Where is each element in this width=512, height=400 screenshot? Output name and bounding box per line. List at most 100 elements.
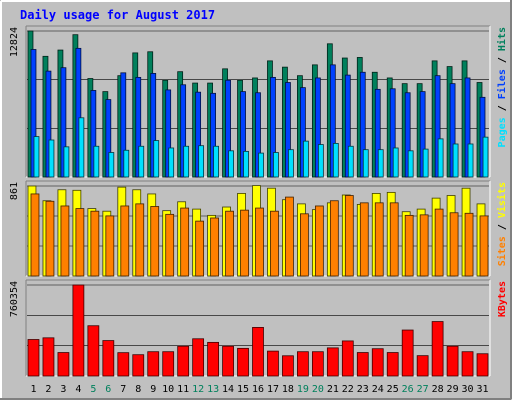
bar-pages-day-2 bbox=[48, 139, 55, 178]
bar-pages-day-21 bbox=[332, 143, 339, 178]
x-tick-label: 6 bbox=[105, 384, 111, 395]
bar-sites-day-23 bbox=[359, 202, 369, 277]
bar-sites-day-5 bbox=[90, 210, 100, 277]
bar-sites-day-7 bbox=[120, 205, 130, 277]
x-tick-label: 5 bbox=[90, 384, 96, 395]
bar-sites-day-15 bbox=[240, 209, 249, 277]
x-tick-label: 18 bbox=[282, 384, 294, 395]
bar-kbytes-day-28 bbox=[431, 321, 444, 377]
x-tick-label: 17 bbox=[267, 384, 279, 395]
bar-kbytes-day-19 bbox=[297, 351, 309, 377]
y-tick-label: 861 bbox=[9, 182, 20, 200]
bar-files-day-27 bbox=[419, 91, 426, 178]
bar-pages-day-11 bbox=[183, 145, 190, 178]
x-tick-label: 19 bbox=[297, 384, 309, 395]
bar-kbytes-day-31 bbox=[476, 353, 489, 377]
bar-kbytes-day-24 bbox=[371, 348, 384, 377]
bar-pages-day-4 bbox=[78, 117, 85, 178]
bar-sites-day-31 bbox=[479, 215, 489, 277]
bar-sites-day-3 bbox=[60, 205, 70, 277]
y-tick-label: 12824 bbox=[9, 27, 20, 57]
legend-entry: Visits bbox=[496, 182, 508, 218]
bar-files-day-7 bbox=[120, 72, 127, 178]
bar-sites-day-2 bbox=[45, 200, 55, 277]
bar-kbytes-day-6 bbox=[102, 340, 115, 377]
bar-kbytes-day-25 bbox=[386, 352, 399, 377]
legend-visits-sites: Sites / Visits bbox=[496, 182, 508, 266]
x-tick-label: 13 bbox=[207, 384, 219, 395]
legend-hits-files-pages: Pages / Files / Hits bbox=[496, 27, 508, 147]
bar-pages-day-16 bbox=[258, 152, 264, 178]
x-tick-label: 26 bbox=[402, 384, 414, 395]
bar-kbytes-day-9 bbox=[147, 351, 160, 377]
bar-files-day-3 bbox=[60, 67, 67, 178]
x-tick-label: 8 bbox=[135, 384, 141, 395]
legend-entry: Files bbox=[496, 69, 508, 99]
bar-sites-day-25 bbox=[389, 202, 399, 277]
bar-files-day-25 bbox=[389, 88, 396, 178]
x-tick-label: 25 bbox=[387, 384, 399, 395]
bar-sites-day-27 bbox=[419, 214, 429, 277]
bar-sites-day-30 bbox=[464, 212, 474, 277]
x-tick-label: 1 bbox=[30, 384, 36, 395]
bar-kbytes-day-29 bbox=[446, 345, 459, 377]
x-tick-label: 12 bbox=[192, 384, 204, 395]
bar-kbytes-day-30 bbox=[461, 351, 474, 377]
bar-kbytes-day-26 bbox=[401, 329, 414, 377]
chart-title: Daily usage for August 2017 bbox=[20, 8, 215, 22]
bar-kbytes-day-8 bbox=[132, 354, 145, 377]
bar-kbytes-day-3 bbox=[57, 352, 70, 377]
x-tick-label: 11 bbox=[177, 384, 189, 395]
bar-pages-day-9 bbox=[153, 140, 160, 178]
bar-kbytes-day-5 bbox=[87, 325, 100, 377]
bar-sites-day-17 bbox=[270, 210, 279, 277]
bar-files-day-9 bbox=[150, 73, 157, 178]
bar-kbytes-day-27 bbox=[416, 355, 429, 377]
bar-files-day-14 bbox=[225, 79, 231, 178]
bar-files-day-18 bbox=[285, 82, 291, 178]
bar-sites-day-9 bbox=[150, 206, 160, 277]
bar-pages-day-14 bbox=[228, 150, 234, 178]
bar-kbytes-day-20 bbox=[311, 351, 324, 377]
bar-sites-day-26 bbox=[404, 214, 414, 277]
x-tick-label: 4 bbox=[75, 384, 81, 395]
bar-files-day-5 bbox=[90, 90, 97, 178]
panel-kbytes: 760354 KBytes bbox=[9, 279, 508, 377]
bar-files-day-8 bbox=[135, 76, 142, 178]
y-tick-label: 760354 bbox=[9, 281, 20, 317]
bar-files-day-15 bbox=[240, 91, 246, 178]
bar-sites-day-29 bbox=[449, 212, 459, 277]
legend-entry: Hits bbox=[496, 27, 508, 51]
x-tick-label: 9 bbox=[150, 384, 156, 395]
bar-files-day-11 bbox=[180, 84, 187, 178]
bar-sites-day-22 bbox=[344, 195, 354, 277]
bar-sites-day-12 bbox=[195, 220, 205, 277]
x-tick-label: 27 bbox=[417, 384, 429, 395]
bar-pages-day-27 bbox=[422, 148, 429, 178]
bar-sites-day-28 bbox=[434, 208, 444, 277]
bar-pages-day-1 bbox=[33, 136, 40, 178]
bar-pages-day-24 bbox=[377, 149, 384, 178]
x-tick-label: 28 bbox=[432, 384, 444, 395]
bar-sites-day-4 bbox=[75, 208, 85, 277]
bar-pages-day-8 bbox=[138, 145, 145, 178]
bar-sites-day-11 bbox=[180, 207, 190, 277]
bar-kbytes-day-18 bbox=[282, 355, 294, 377]
bar-sites-day-18 bbox=[285, 196, 294, 277]
bar-files-day-17 bbox=[270, 76, 276, 178]
x-tick-label: 2 bbox=[45, 384, 51, 395]
legend-entry: Pages bbox=[497, 117, 508, 147]
bar-pages-day-19 bbox=[303, 140, 309, 178]
legend-entry: / bbox=[497, 51, 508, 69]
bar-pages-day-3 bbox=[63, 146, 70, 178]
bar-files-day-6 bbox=[105, 99, 112, 178]
x-tick-label: 30 bbox=[462, 384, 474, 395]
bar-files-day-30 bbox=[464, 77, 471, 178]
x-tick-label: 21 bbox=[327, 384, 339, 395]
bar-sites-day-19 bbox=[300, 213, 309, 277]
bar-kbytes-day-17 bbox=[267, 350, 279, 377]
bar-pages-day-13 bbox=[213, 145, 219, 178]
bar-files-day-23 bbox=[359, 71, 366, 178]
legend-entry: / bbox=[497, 99, 508, 117]
